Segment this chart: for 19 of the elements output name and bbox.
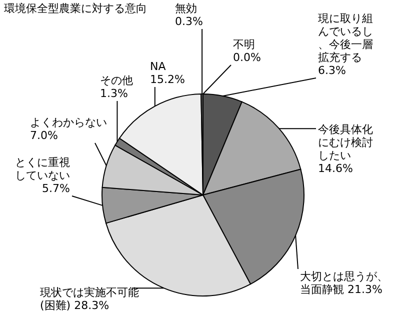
data-label: 7.0%: [30, 129, 58, 142]
data-label: 5.7%: [42, 182, 70, 195]
slice-label: とくに重視していない: [15, 156, 70, 182]
chart-title: 環境保全型農業に対する意向: [4, 2, 147, 15]
slice-label: その他: [100, 74, 133, 87]
data-label: 1.3%: [100, 87, 128, 100]
data-label: 15.2%: [150, 73, 185, 86]
data-label: 6.3%: [318, 64, 346, 77]
text: 0.0%: [233, 51, 261, 64]
slice-label: 無効: [175, 2, 197, 15]
category-label: 不明: [233, 38, 255, 51]
slice-label: よくわからない: [30, 116, 107, 129]
data-label: 0.3%: [175, 15, 203, 28]
slice-label: 現状では実施不可能(困難) 28.3%: [40, 286, 139, 312]
slice-label: 今後具体化にむけ検討したい: [318, 123, 373, 162]
slice-label: 大切とは思うが、当面静観 21.3%: [300, 270, 388, 296]
slice-label: 現に取り組んでいるし、今後一層拡充する: [318, 12, 373, 64]
slice-label: NA: [150, 60, 166, 73]
data-label: 14.6%: [318, 162, 353, 175]
